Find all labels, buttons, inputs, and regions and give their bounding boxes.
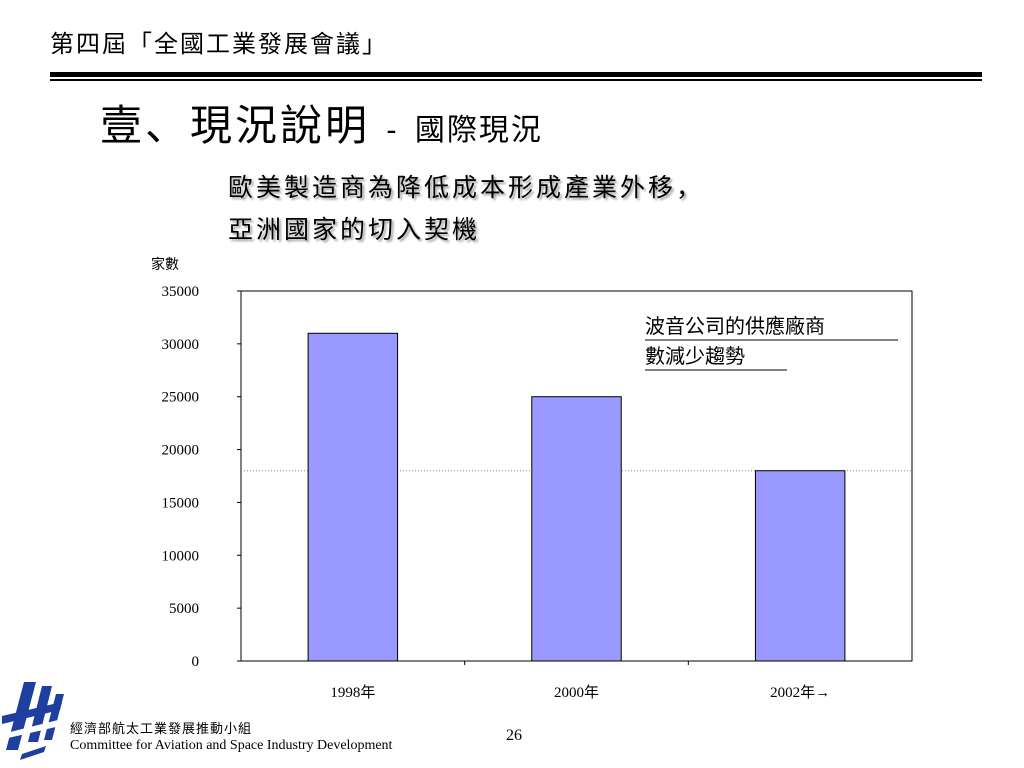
heading-separator: - xyxy=(386,113,399,148)
subtitle-line-2: 亞洲國家的切入契機 xyxy=(228,215,481,244)
y-tick-label: 10000 xyxy=(162,548,200,564)
footer-org-en: Committee for Aviation and Space Industr… xyxy=(70,738,393,753)
annotation-line: 波音公司的供應廠商 xyxy=(645,314,825,338)
annotation-line: 數減少趨勢 xyxy=(645,344,745,368)
y-tick-label: 15000 xyxy=(162,495,200,511)
y-tick-label: 35000 xyxy=(162,284,200,300)
header-rule-thin xyxy=(50,79,982,81)
conference-title: 第四屆「全國工業發展會議」 xyxy=(50,30,388,58)
x-tick-label: 1998年 xyxy=(330,684,375,701)
bar xyxy=(531,396,622,662)
slide-subtitle: 歐美製造商為降低成本形成產業外移， 亞洲國家的切入契機 xyxy=(228,167,704,251)
heading-sub: 國際現況 xyxy=(414,113,543,148)
x-tick-label: 2002年→ xyxy=(770,684,830,701)
y-tick-label: 5000 xyxy=(169,601,199,617)
header-rule-thick xyxy=(50,72,982,77)
committee-logo-icon xyxy=(2,682,64,760)
x-tick-label: 2000年 xyxy=(554,684,599,701)
page-number: 26 xyxy=(506,727,522,744)
bar xyxy=(307,332,399,662)
y-axis-label: 家數 xyxy=(151,256,179,273)
slide-heading: 壹、現況說明 - 國際現況 xyxy=(100,92,543,153)
footer-org-cn: 經濟部航太工業發展推動小組 xyxy=(70,722,253,737)
heading-main: 壹、現況說明 xyxy=(100,101,371,150)
y-tick-label: 0 xyxy=(192,654,200,670)
y-tick-label: 25000 xyxy=(162,390,200,406)
y-tick-label: 20000 xyxy=(162,443,200,459)
bar xyxy=(754,470,846,662)
y-tick-label: 30000 xyxy=(162,337,200,353)
subtitle-line-1: 歐美製造商為降低成本形成產業外移， xyxy=(228,173,705,202)
